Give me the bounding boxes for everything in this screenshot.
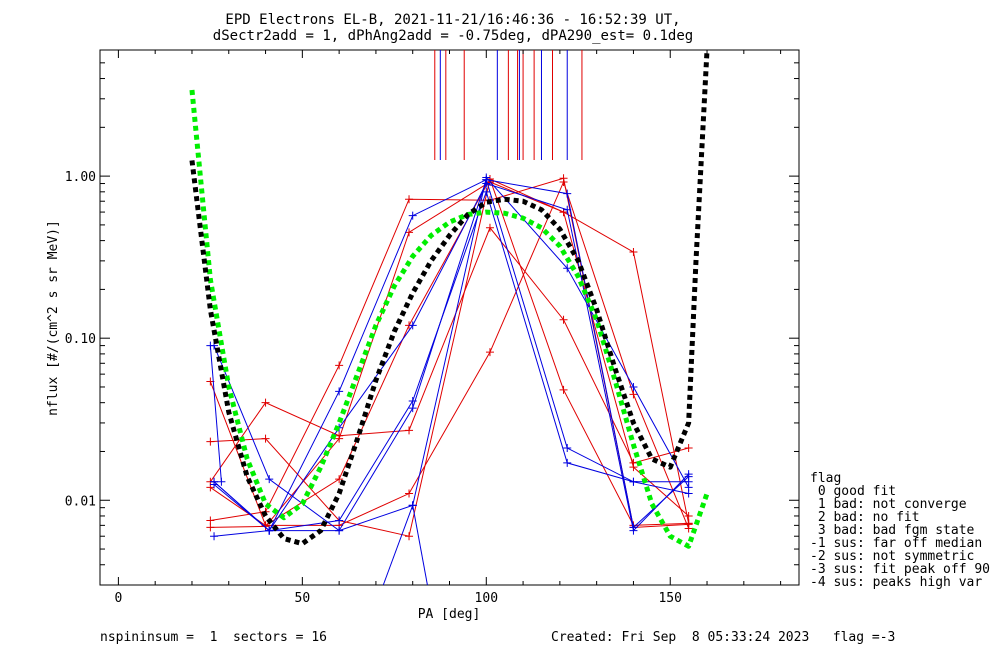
x-axis-label: PA [deg] [418,607,481,622]
data-point-blue [563,264,572,273]
data-point-blue [563,205,572,214]
x-tick-label: 150 [658,591,681,606]
data-point-red [405,489,414,498]
data-point-red [335,361,344,370]
fit-curve-green [189,89,710,549]
series-line-blue [412,505,428,586]
data-point-red [405,426,414,435]
footer-left: nspininsum = 1 sectors = 16 [100,630,327,645]
legend-item: 0 good fit [810,484,896,499]
y-tick-label: 1.00 [65,170,96,185]
data-point-blue [482,179,491,188]
data-point-red [206,437,215,446]
data-point-blue [629,477,638,486]
vertical-marker-lines [434,50,583,160]
data-point-red [629,390,638,399]
fit-curve-black [189,49,710,547]
data-point-red [629,463,638,472]
data-point-blue [684,489,693,498]
fit-curves [189,49,710,549]
legend-item: 1 bad: not converge [810,497,967,512]
data-point-blue [265,475,274,484]
series-line-blue [213,176,690,532]
legend-item: -1 sus: far off median [810,536,982,551]
series-line-blue [213,179,689,532]
x-axis-ticks: 0 50 100 150 [114,50,782,606]
chart-title-line2: dSectr2add = 1, dPhAng2add = -0.75deg, d… [213,28,693,44]
data-point-blue [408,396,417,405]
data-point-blue [265,526,274,535]
data-point-blue [335,516,344,525]
series-line-blue [382,505,414,586]
plot-area: 0 50 100 150 0.01 0.10 1.00 [65,49,800,606]
data-point-blue [335,387,344,396]
data-point-blue [408,404,417,413]
data-point-blue [563,458,572,467]
data-point-blue [217,477,226,486]
data-point-red [405,532,414,541]
y-axis-label: nflux [#/(cm^2 s sr MeV)] [46,220,61,416]
series-line-red [210,177,689,528]
data-point-red [559,385,568,394]
data-point-red [485,223,494,232]
series-line-red [209,180,690,529]
data-point-blue [210,477,219,486]
legend-item: 2 bad: no fit [810,510,920,525]
data-point-red [335,475,344,484]
data-point-blue [206,341,215,350]
legend-item: -4 sus: peaks high var [810,575,982,590]
series-line-blue [213,182,689,532]
data-point-blue [482,187,491,196]
data-point-red [629,248,638,257]
footer-right: Created: Fri Sep 8 05:33:24 2023 flag =-… [551,630,895,645]
x-tick-label: 100 [475,591,498,606]
data-point-red [261,434,270,443]
data-point-blue [563,189,572,198]
y-axis-ticks: 0.01 0.10 1.00 [65,62,799,566]
data-point-red [485,348,494,357]
series-line-red [210,177,689,537]
data-point-blue [408,321,417,330]
y-tick-label: 0.01 [65,494,96,509]
data-point-red [684,524,693,533]
data-point-blue [563,444,572,453]
data-point-blue [210,532,219,541]
y-tick-label: 0.10 [65,332,96,347]
data-point-red [206,523,215,532]
x-tick-label: 0 [114,591,122,606]
data-point-red [206,516,215,525]
data-point-red [405,228,414,237]
data-point-blue [408,501,417,510]
series-line-blue [209,345,222,482]
data-point-blue [408,211,417,220]
legend-item: -2 sus: not symmetric [810,549,974,564]
data-point-blue [684,470,693,479]
data-point-red [559,315,568,324]
data-point-red [559,177,568,186]
legend-item: -3 sus: fit peak off 90 [810,562,990,577]
data-point-red [261,398,270,407]
chart-title-line1: EPD Electrons EL-B, 2021-11-21/16:46:36 … [225,12,680,28]
legend-title: flag [810,471,841,486]
data-point-red [684,444,693,453]
data-point-red [405,195,414,204]
x-tick-label: 50 [295,591,311,606]
data-series [206,173,693,586]
data-point-blue [629,526,638,535]
series-line-red [209,226,689,483]
data-point-blue [335,526,344,535]
flag-legend: flag 0 good fit 1 bad: not converge 2 ba… [810,471,990,590]
data-point-blue [629,382,638,391]
data-point-red [684,511,693,520]
legend-item: 3 bad: bad fgm state [810,523,975,538]
